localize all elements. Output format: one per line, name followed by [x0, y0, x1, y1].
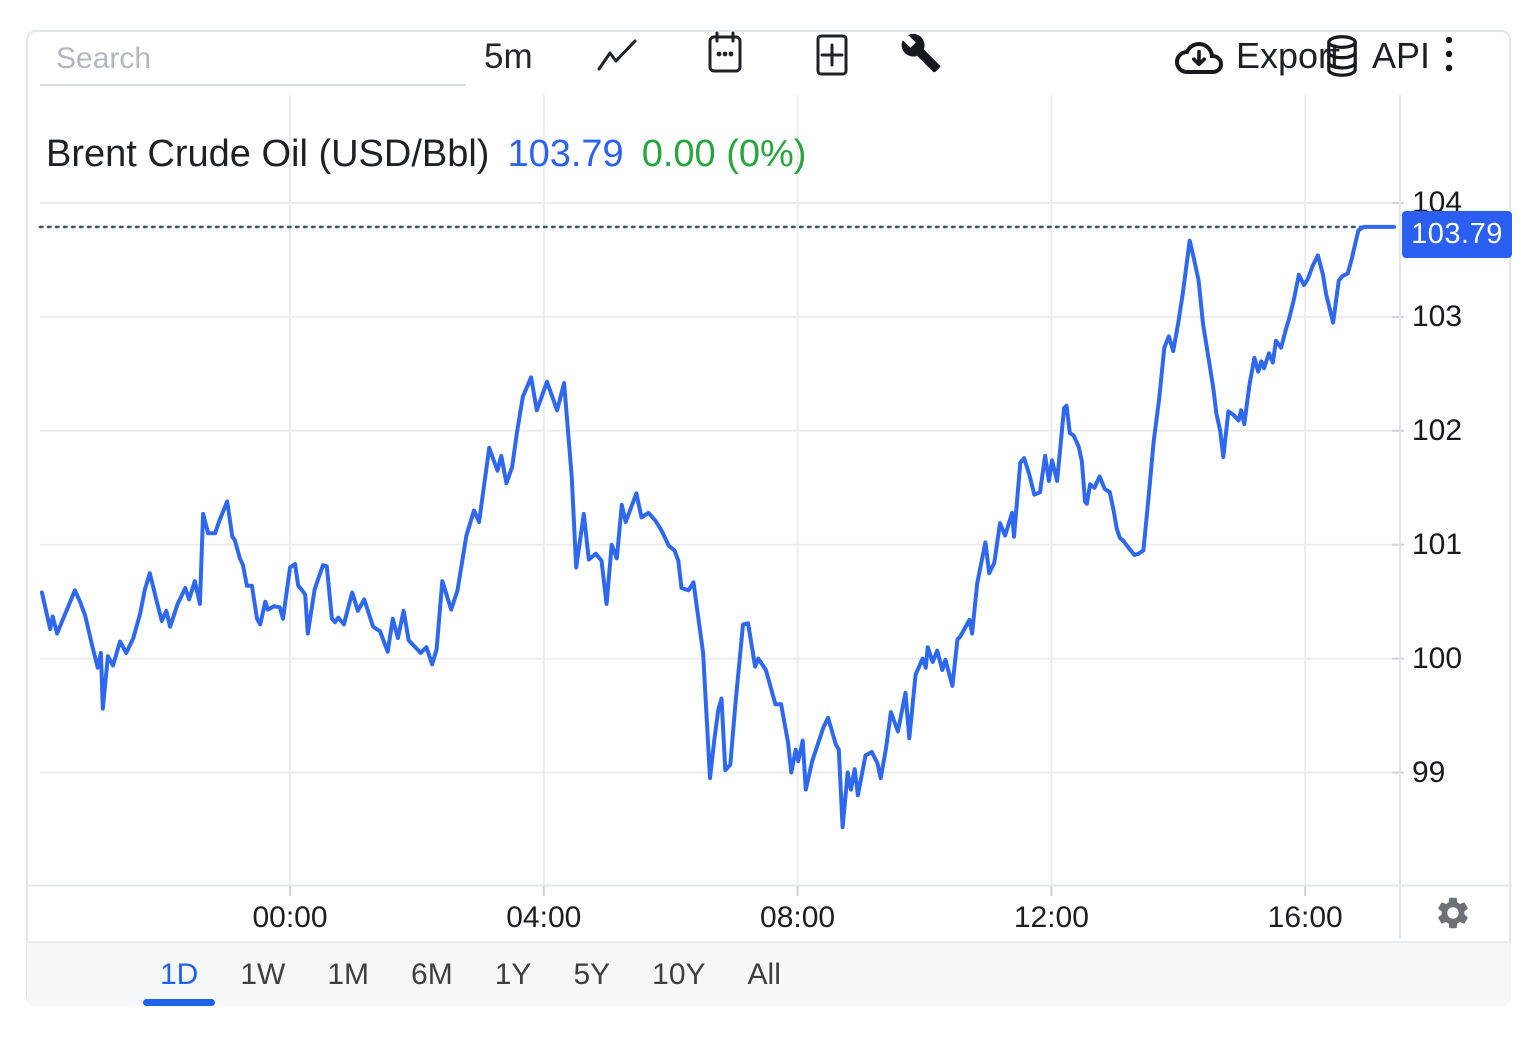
x-axis-label: 08:00: [760, 901, 836, 934]
range-tab-label: 10Y: [652, 957, 706, 991]
range-tab-label: All: [747, 957, 781, 991]
api-database-icon: [1324, 34, 1360, 78]
tools-wrench-icon: [900, 32, 942, 77]
range-tab-label: 1M: [327, 957, 370, 991]
y-axis-label: 99: [1412, 755, 1446, 789]
interval-label: 5m: [484, 37, 533, 76]
export-cloud-icon: [1174, 38, 1224, 74]
range-tab-1m[interactable]: 1M: [306, 943, 390, 1006]
range-tab-6m[interactable]: 6M: [390, 943, 474, 1006]
instrument-title: Brent Crude Oil (USD/Bbl): [46, 133, 490, 175]
range-tab-label: 6M: [411, 957, 453, 991]
calendar-icon: [706, 30, 744, 79]
range-tab-all[interactable]: All: [727, 943, 802, 1006]
add-panel-icon: [814, 32, 850, 81]
calendar-button[interactable]: [706, 30, 744, 79]
chart-plot-area[interactable]: [40, 95, 1400, 885]
x-axis-label: 00:00: [252, 901, 328, 934]
range-tab-1w[interactable]: 1W: [219, 943, 306, 1006]
line-chart-icon: [596, 38, 638, 77]
x-axis-label: 12:00: [1013, 901, 1089, 934]
last-price-badge: 103.79: [1402, 210, 1512, 258]
range-tab-5y[interactable]: 5Y: [552, 943, 631, 1006]
active-tab-underline: [143, 999, 216, 1006]
y-axis-label: 100: [1412, 641, 1463, 675]
range-tab-1y[interactable]: 1Y: [474, 943, 553, 1006]
export-button[interactable]: Export: [1174, 32, 1340, 80]
range-tabs-bar: 1D 1W 1M 6M 1Y 5Y 10Y All: [27, 941, 1511, 1006]
instrument-header: Brent Crude Oil (USD/Bbl) 103.79 0.00 (0…: [46, 133, 806, 176]
api-label: API: [1372, 35, 1431, 76]
range-tab-1d[interactable]: 1D: [139, 943, 219, 1006]
instrument-price: 103.79: [507, 133, 624, 175]
y-axis-label: 103: [1412, 299, 1463, 333]
x-axis-label: 04:00: [506, 901, 582, 934]
range-tab-label: 1D: [160, 957, 199, 991]
y-axis-label: 101: [1412, 527, 1463, 561]
export-label: Export: [1236, 35, 1341, 76]
x-axis-label: 16:00: [1267, 901, 1343, 934]
tools-button[interactable]: [900, 32, 942, 77]
range-tab-label: 1W: [240, 957, 286, 991]
search-input[interactable]: [40, 34, 466, 86]
settings-button[interactable]: [1434, 894, 1472, 935]
chart-type-button[interactable]: [596, 38, 638, 77]
settings-gear-icon: [1434, 897, 1472, 935]
more-menu-button[interactable]: [1442, 30, 1456, 82]
range-tab-10y[interactable]: 10Y: [631, 943, 726, 1006]
add-panel-button[interactable]: [814, 32, 850, 81]
y-axis-label: 102: [1412, 413, 1463, 447]
api-button[interactable]: API: [1324, 32, 1430, 80]
range-tab-label: 5Y: [573, 957, 611, 991]
instrument-change: 0.00 (0%): [641, 133, 807, 175]
more-menu-icon: [1442, 33, 1456, 80]
interval-button[interactable]: 5m: [484, 32, 533, 82]
range-tab-label: 1Y: [494, 957, 532, 991]
